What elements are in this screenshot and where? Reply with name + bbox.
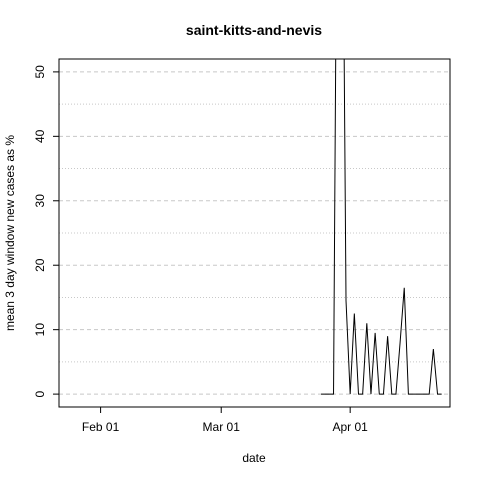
series-layer [321, 59, 442, 395]
plot-frame [58, 58, 451, 408]
y-tick-label: 50 [33, 65, 47, 79]
x-tick-label: Mar 01 [203, 420, 241, 434]
series-line [321, 59, 442, 395]
y-tick-label: 20 [33, 258, 47, 272]
x-axis-label: date [242, 451, 266, 465]
y-tick-label: 0 [33, 390, 47, 397]
x-tick-label: Apr 01 [332, 420, 368, 434]
y-tick-label: 30 [33, 194, 47, 208]
x-tick-label: Feb 01 [82, 420, 120, 434]
y-axis: 0 10 20 30 40 50 [33, 65, 59, 397]
grid [59, 71, 450, 395]
x-axis: Feb 01 Mar 01 Apr 01 [82, 407, 368, 434]
chart-title: saint-kitts-and-nevis [186, 22, 322, 38]
y-tick-label: 40 [33, 129, 47, 143]
y-tick-label: 10 [33, 323, 47, 337]
y-axis-label: mean 3 day window new cases as % [3, 135, 17, 331]
